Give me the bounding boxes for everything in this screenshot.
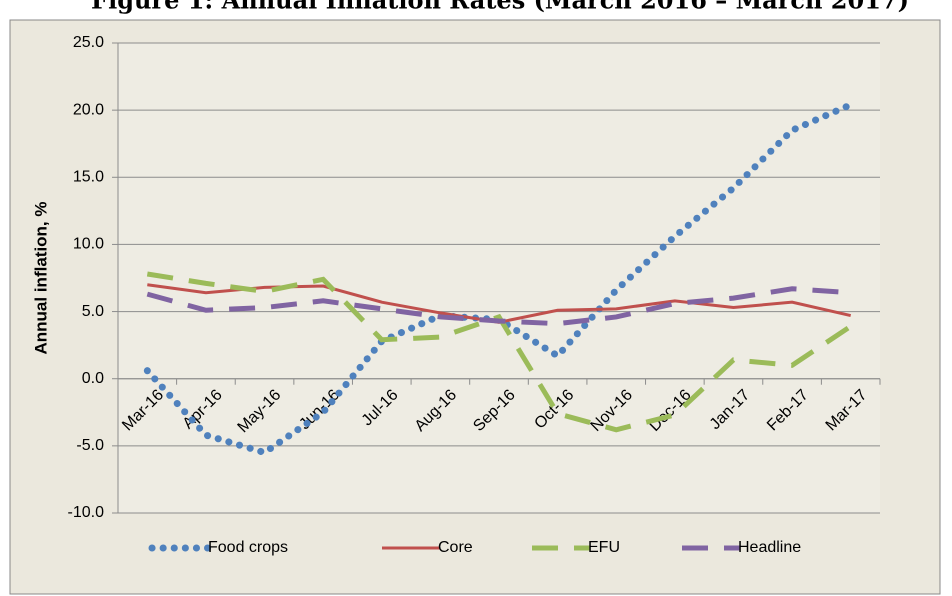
legend-label: Core	[438, 539, 473, 556]
y-tick-label: 10.0	[73, 236, 104, 253]
y-tick-label: 0.0	[82, 370, 104, 387]
plot-area	[118, 43, 880, 513]
legend-label: Headline	[738, 539, 801, 556]
y-tick-label: 5.0	[82, 303, 104, 320]
series-line	[146, 271, 853, 433]
chart-title: Figure 1: Annual Inflation Rates (March …	[91, 0, 909, 15]
y-tick-label: 25.0	[73, 34, 104, 51]
y-tick-label: 15.0	[73, 169, 104, 186]
legend-label: Food crops	[208, 539, 288, 556]
y-tick-label: -5.0	[76, 437, 104, 454]
y-tick-label: 20.0	[73, 101, 104, 118]
legend-label: EFU	[588, 539, 620, 556]
y-tick-label: -10.0	[68, 504, 105, 521]
y-axis-label: Annual inflation, %	[31, 202, 50, 355]
series-line	[146, 286, 851, 327]
